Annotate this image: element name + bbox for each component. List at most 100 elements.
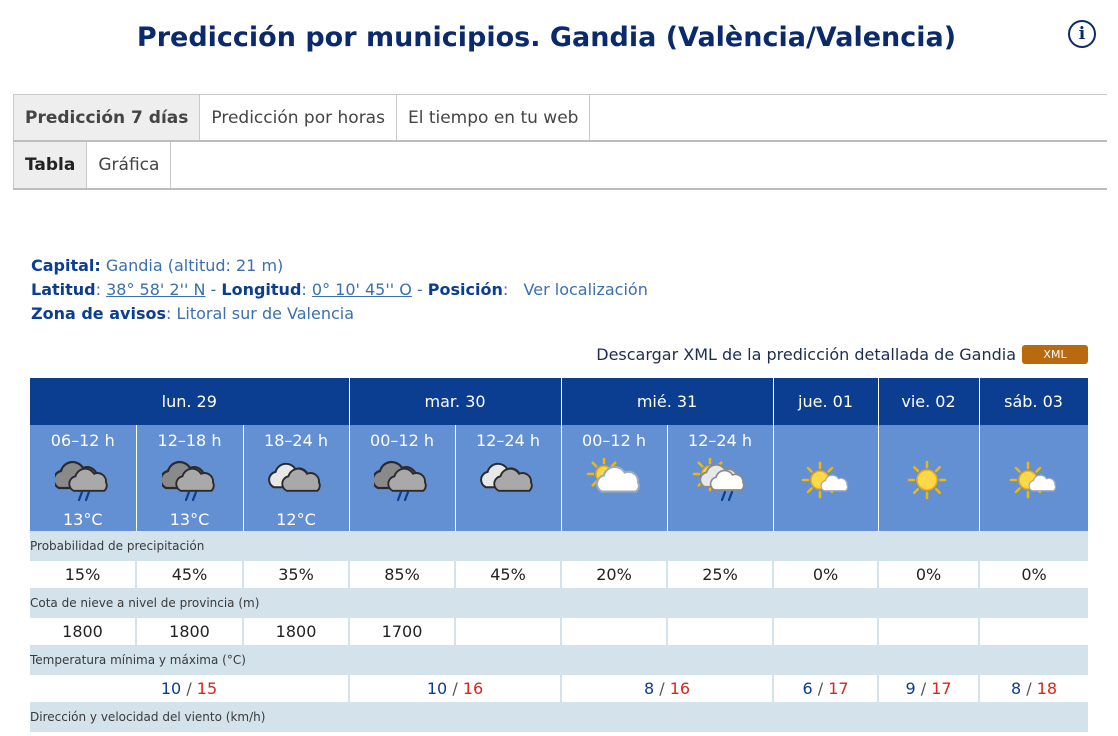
temp-min-max: 6 / 17: [773, 675, 880, 702]
xml-download-text: Descargar XML de la predicción detallada…: [596, 345, 1016, 364]
period-temp: 13°C: [169, 510, 210, 529]
period-cell: 18–24 h 12°C: [243, 425, 350, 531]
temp-min: 9: [905, 679, 916, 698]
sun-icon: [879, 458, 979, 504]
precip-value: 0%: [979, 561, 1089, 588]
precip-value: 85%: [349, 561, 457, 588]
temp-separator: /: [1026, 679, 1032, 698]
period-label: 00–12 h: [582, 431, 646, 450]
section-nieve-label: Cota de nieve a nivel de provincia (m): [30, 588, 1089, 618]
temp-max: 15: [196, 679, 218, 698]
page-title: Predicción por municipios. Gandia (Valèn…: [136, 22, 957, 53]
tab-tiempo-en-tu-web[interactable]: El tiempo en tu web: [397, 95, 591, 140]
tab-tabla[interactable]: Tabla: [13, 142, 88, 188]
period-label: 12–24 h: [688, 431, 752, 450]
nieve-value: [773, 618, 880, 645]
nieve-value: 1800: [136, 618, 244, 645]
location-info: Capital: Gandia (altitud: 21 m) Latitud:…: [31, 256, 648, 323]
period-label: [774, 431, 878, 451]
period-cell: 12–24 h: [667, 425, 774, 531]
period-label: 18–24 h: [264, 431, 328, 450]
info-icon[interactable]: i: [1068, 20, 1096, 48]
period-cell: [979, 425, 1089, 531]
section-temp-label: Temperatura mínima y máxima (°C): [30, 645, 1089, 675]
tab-prediccion-7-dias[interactable]: Predicción 7 días: [13, 95, 201, 140]
precip-value: 45%: [455, 561, 563, 588]
precip-value: 35%: [243, 561, 351, 588]
period-cell: 12–18 h 13°C: [136, 425, 244, 531]
sub-tabs: Tabla Gráfica: [13, 142, 1107, 190]
day-header: sáb. 03: [979, 378, 1089, 425]
section-nieve-row: Cota de nieve a nivel de provincia (m): [30, 588, 1089, 618]
precip-value: 0%: [773, 561, 880, 588]
period-temp: 13°C: [62, 510, 103, 529]
temp-separator: /: [452, 679, 458, 698]
precip-row: 15% 45% 35% 85% 45% 20% 25% 0% 0% 0%: [30, 561, 1089, 588]
temp-max: 17: [931, 679, 952, 698]
ver-localizacion-link[interactable]: Ver localización: [523, 280, 648, 299]
day-header: jue. 01: [773, 378, 879, 425]
zona-avisos-value: Litoral sur de Valencia: [176, 304, 355, 323]
temp-min-max: 8 / 16: [561, 675, 775, 702]
period-label: 00–12 h: [370, 431, 434, 450]
nieve-value: 1800: [243, 618, 351, 645]
temp-min: 10: [426, 679, 448, 698]
section-precip-label: Probabilidad de precipitación: [30, 531, 1089, 561]
period-label: [980, 431, 1088, 451]
temp-separator: /: [817, 679, 824, 698]
day-header: mar. 30: [349, 378, 562, 425]
posicion-label: Posición: [427, 280, 503, 299]
cloudy-icon: [456, 458, 561, 504]
temp-max: 16: [462, 679, 484, 698]
cloudy-icon: [244, 458, 349, 504]
day-header-row: lun. 29 mar. 30 mié. 31 jue. 01 vie. 02 sáb. …: [30, 378, 1089, 425]
temp-min-max: 9 / 17: [878, 675, 981, 702]
nieve-value: [667, 618, 775, 645]
temp-row: 10 / 15 10 / 16 8 / 16 6 / 17 9 / 17 8 / 18: [30, 675, 1089, 702]
temp-separator: /: [920, 679, 927, 698]
precip-value: 15%: [30, 561, 137, 588]
temp-min: 8: [1010, 679, 1022, 698]
precip-value: 45%: [136, 561, 244, 588]
period-cell: 06–12 h 13°C: [30, 425, 137, 531]
temp-max: 18: [1036, 679, 1058, 698]
precip-value: 25%: [667, 561, 775, 588]
tab-grafica[interactable]: Gráfica: [87, 142, 172, 188]
main-tabs: Predicción 7 días Predicción por horas E…: [13, 94, 1107, 142]
section-viento-row: Dirección y velocidad del viento (km/h): [30, 702, 1089, 732]
nieve-value: [878, 618, 981, 645]
nieve-row: 1800 1800 1800 1700: [30, 618, 1089, 645]
xml-button[interactable]: XML: [1022, 345, 1088, 364]
temp-min-max: 8 / 18: [979, 675, 1089, 702]
zona-avisos-label: Zona de avisos: [31, 304, 166, 323]
temp-max: 16: [669, 679, 691, 698]
temp-min: 6: [802, 679, 813, 698]
xml-download: Descargar XML de la predicción detallada…: [596, 345, 1088, 364]
temp-max: 17: [828, 679, 849, 698]
section-precip-row: Probabilidad de precipitación: [30, 531, 1089, 561]
temp-min: 10: [160, 679, 182, 698]
nieve-value: [979, 618, 1089, 645]
precip-value: 20%: [561, 561, 669, 588]
nieve-value: [561, 618, 669, 645]
precip-value: 0%: [878, 561, 981, 588]
nieve-value: 1700: [349, 618, 457, 645]
forecast-table: lun. 29 mar. 30 mié. 31 jue. 01 vie. 02 sáb. …: [30, 378, 1089, 732]
capital-label: Capital:: [31, 256, 101, 275]
day-header: lun. 29: [30, 378, 350, 425]
nieve-value: 1800: [30, 618, 137, 645]
latitud-value: 38° 58' 2'' N: [106, 280, 206, 299]
capital-value: Gandia (altitud: 21 m): [105, 256, 284, 275]
tab-prediccion-por-horas[interactable]: Predicción por horas: [200, 95, 397, 140]
period-temp: 12°C: [276, 510, 316, 529]
cloud-rain-icon: [350, 458, 455, 504]
longitud-value: 0° 10' 45'' O: [311, 280, 412, 299]
section-temp-row: Temperatura mínima y máxima (°C): [30, 645, 1089, 675]
temp-min-max: 10 / 16: [349, 675, 563, 702]
sun-small-cloud-icon: [774, 458, 878, 504]
day-header: vie. 02: [878, 378, 980, 425]
sun-cloud-rain-icon: [668, 458, 773, 504]
day-header: mié. 31: [561, 378, 774, 425]
latitud-label: Latitud: [31, 280, 96, 299]
sun-small-cloud-icon: [980, 458, 1088, 504]
